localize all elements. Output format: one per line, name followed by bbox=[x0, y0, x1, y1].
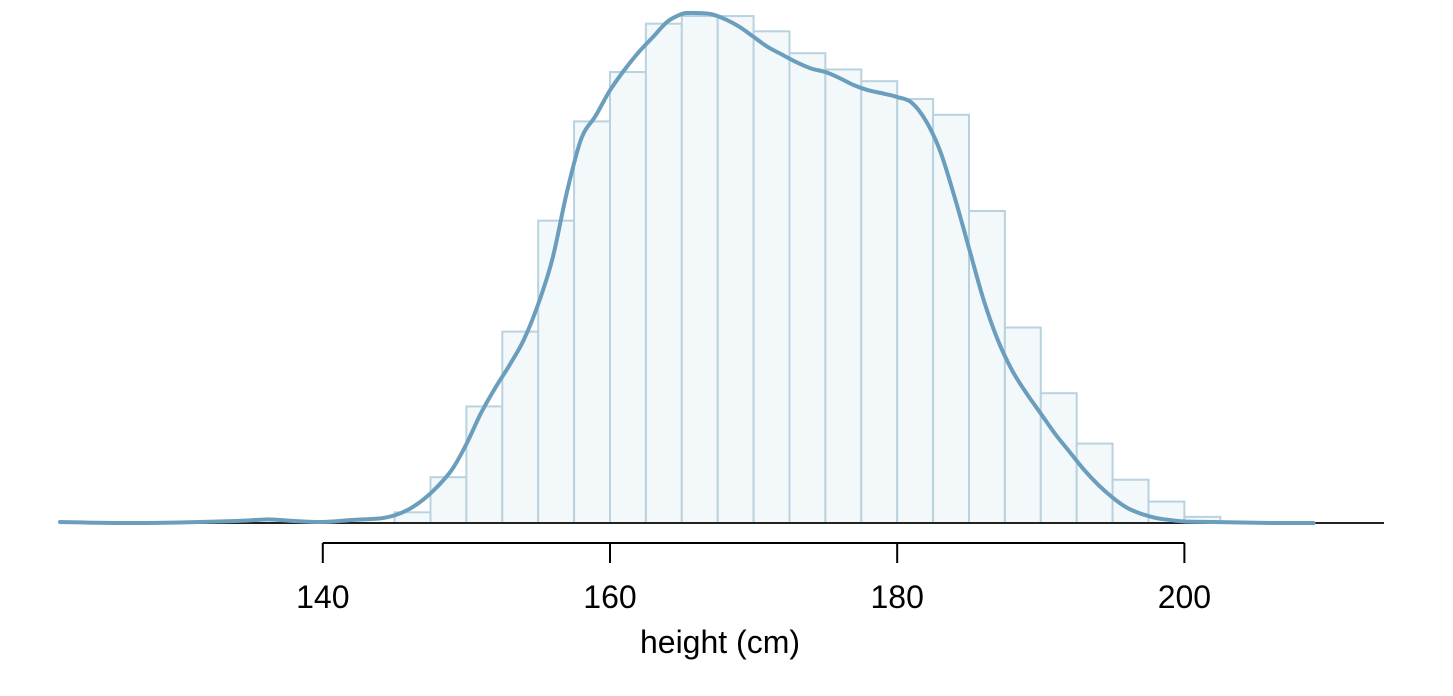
histogram-bar bbox=[896, 98, 935, 524]
histogram-bar bbox=[501, 330, 540, 524]
histogram-bar bbox=[932, 113, 970, 524]
histogram-bar bbox=[465, 405, 504, 524]
histogram-bar bbox=[537, 219, 576, 524]
histogram-bar bbox=[680, 15, 719, 524]
histogram-bar bbox=[788, 52, 827, 524]
histogram-bar bbox=[716, 15, 755, 524]
x-axis: 140 160 180 200 bbox=[296, 542, 1211, 615]
x-axis-title: height (cm) bbox=[640, 624, 800, 660]
histogram-bar bbox=[573, 120, 611, 525]
histogram-bar bbox=[967, 209, 1006, 524]
x-tick-label: 200 bbox=[1158, 579, 1211, 615]
histogram-bar bbox=[1003, 326, 1042, 525]
histogram-bar bbox=[644, 22, 683, 524]
density-curve bbox=[58, 10, 1316, 526]
histogram-bar bbox=[860, 80, 899, 524]
histogram-bar bbox=[824, 68, 863, 524]
histogram-bars bbox=[393, 15, 1222, 525]
x-tick-label: 160 bbox=[583, 579, 636, 615]
x-tick-label: 140 bbox=[296, 579, 349, 615]
histogram-bar bbox=[608, 71, 647, 524]
histogram-bar bbox=[752, 30, 791, 525]
histogram-bar bbox=[429, 476, 468, 525]
histogram-bar bbox=[1039, 392, 1078, 525]
x-tick-label: 180 bbox=[870, 579, 923, 615]
